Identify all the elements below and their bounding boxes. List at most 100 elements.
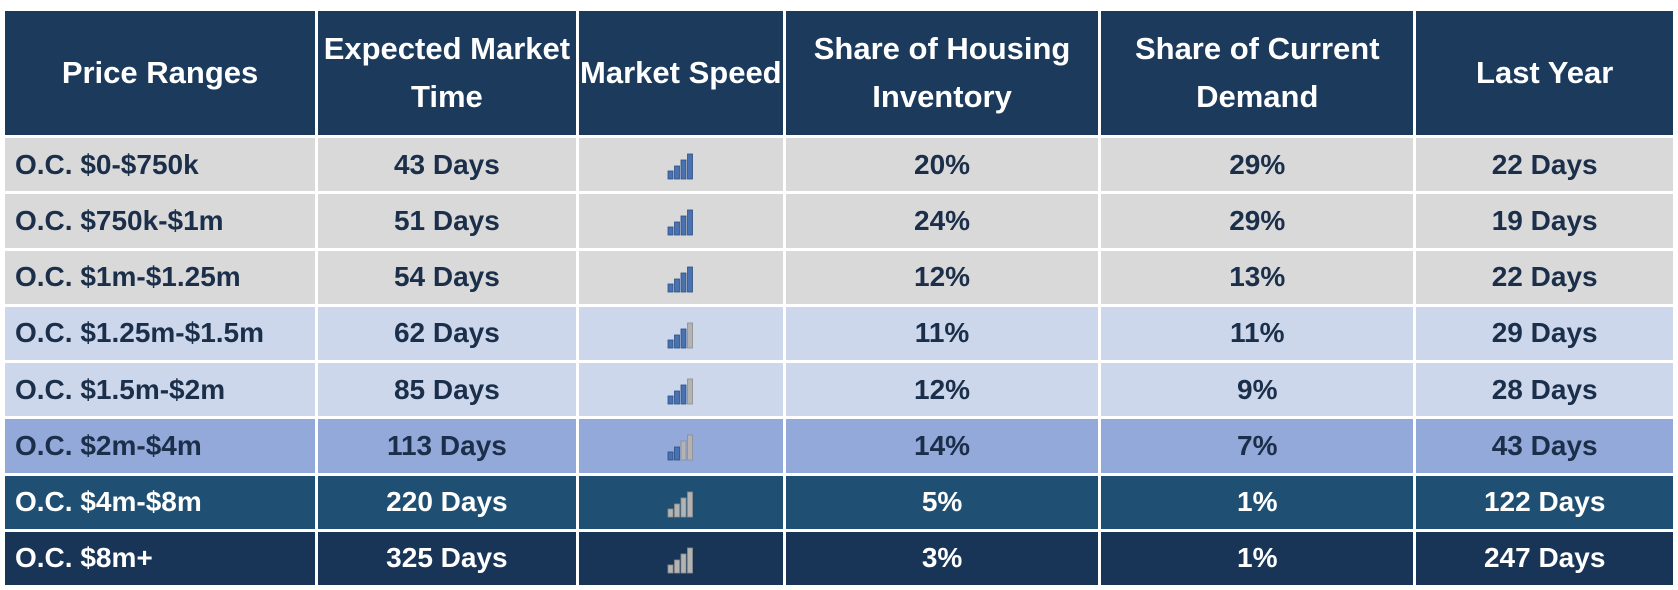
speed-bar — [680, 441, 687, 461]
market-table-wrapper: Price Ranges Expected Market Time Market… — [2, 8, 1676, 588]
market-speed-cell — [578, 306, 783, 360]
last-year-cell: 43 Days — [1416, 419, 1673, 473]
speed-bar — [673, 503, 680, 518]
speed-bar — [673, 390, 680, 405]
speed-bar — [667, 339, 674, 349]
signal-strength-icon — [667, 208, 695, 236]
price-range-cell: O.C. $750k-$1m — [5, 194, 316, 248]
market-time-cell: 62 Days — [318, 306, 576, 360]
price-range-cell: O.C. $1.25m-$1.5m — [5, 306, 316, 360]
last-year-cell: 122 Days — [1416, 475, 1673, 529]
inventory-share-cell: 3% — [785, 531, 1099, 585]
table-row: O.C. $8m+ 325 Days 3% 1% 247 Days — [5, 531, 1673, 585]
price-range-cell: O.C. $2m-$4m — [5, 419, 316, 473]
signal-strength-icon — [667, 546, 695, 574]
speed-bar — [686, 491, 693, 518]
market-speed-cell — [578, 419, 783, 473]
signal-strength-icon — [667, 152, 695, 180]
price-range-cell: O.C. $4m-$8m — [5, 475, 316, 529]
speed-bar — [680, 216, 687, 236]
speed-bar — [667, 283, 674, 293]
market-time-cell: 51 Days — [318, 194, 576, 248]
inventory-share-cell: 12% — [785, 250, 1099, 304]
price-range-cell: O.C. $0-$750k — [5, 138, 316, 192]
header-share-of-housing-inventory: Share of Housing Inventory — [785, 11, 1099, 135]
signal-strength-icon — [667, 433, 695, 461]
speed-bar — [680, 497, 687, 518]
market-time-cell: 54 Days — [318, 250, 576, 304]
last-year-cell: 28 Days — [1416, 363, 1673, 417]
header-price-ranges: Price Ranges — [5, 11, 316, 135]
header-row: Price Ranges Expected Market Time Market… — [5, 11, 1673, 135]
speed-bar — [673, 334, 680, 349]
demand-share-cell: 1% — [1101, 531, 1414, 585]
inventory-share-cell: 12% — [785, 363, 1099, 417]
demand-share-cell: 13% — [1101, 250, 1414, 304]
market-time-cell: 43 Days — [318, 138, 576, 192]
speed-bar — [680, 159, 687, 180]
signal-strength-icon — [667, 265, 695, 293]
speed-bar — [667, 170, 674, 180]
speed-bar — [686, 266, 693, 293]
last-year-cell: 19 Days — [1416, 194, 1673, 248]
market-time-cell: 220 Days — [318, 475, 576, 529]
header-market-speed: Market Speed — [578, 11, 783, 135]
inventory-share-cell: 5% — [785, 475, 1099, 529]
inventory-share-cell: 24% — [785, 194, 1099, 248]
last-year-cell: 22 Days — [1416, 250, 1673, 304]
price-range-cell: O.C. $1.5m-$2m — [5, 363, 316, 417]
inventory-share-cell: 11% — [785, 306, 1099, 360]
table-body: O.C. $0-$750k 43 Days 20% 29% 22 Days O.C. $7… — [5, 138, 1673, 585]
table-row: O.C. $1m-$1.25m 54 Days 12% 13% 22 Days — [5, 250, 1673, 304]
speed-bar — [680, 272, 687, 293]
speed-bar — [673, 165, 680, 180]
price-range-cell: O.C. $8m+ — [5, 531, 316, 585]
demand-share-cell: 1% — [1101, 475, 1414, 529]
market-time-cell: 325 Days — [318, 531, 576, 585]
speed-bar — [667, 395, 674, 405]
demand-share-cell: 9% — [1101, 363, 1414, 417]
market-speed-cell — [578, 250, 783, 304]
speed-bar — [680, 328, 687, 349]
speed-bar — [673, 447, 680, 461]
header-share-of-current-demand: Share of Current Demand — [1101, 11, 1414, 135]
table-row: O.C. $750k-$1m 51 Days 24% 29% 19 Days — [5, 194, 1673, 248]
speed-bar — [680, 384, 687, 405]
header-last-year: Last Year — [1416, 11, 1673, 135]
table-row: O.C. $2m-$4m 113 Days 14% 7% 43 Days — [5, 419, 1673, 473]
price-range-cell: O.C. $1m-$1.25m — [5, 250, 316, 304]
demand-share-cell: 11% — [1101, 306, 1414, 360]
header-expected-market-time: Expected Market Time — [318, 11, 576, 135]
signal-strength-icon — [667, 321, 695, 349]
inventory-share-cell: 20% — [785, 138, 1099, 192]
table-row: O.C. $4m-$8m 220 Days 5% 1% 122 Days — [5, 475, 1673, 529]
speed-bar — [680, 553, 687, 574]
signal-strength-icon — [667, 490, 695, 518]
speed-bar — [667, 227, 674, 236]
speed-bar — [667, 564, 674, 574]
market-speed-cell — [578, 475, 783, 529]
table-row: O.C. $1.25m-$1.5m 62 Days 11% 11% 29 Days — [5, 306, 1673, 360]
speed-bar — [667, 452, 674, 461]
market-table: Price Ranges Expected Market Time Market… — [2, 8, 1676, 588]
demand-share-cell: 29% — [1101, 194, 1414, 248]
speed-bar — [673, 222, 680, 236]
market-time-cell: 113 Days — [318, 419, 576, 473]
market-speed-cell — [578, 531, 783, 585]
demand-share-cell: 7% — [1101, 419, 1414, 473]
speed-bar — [686, 153, 693, 180]
speed-bar — [673, 278, 680, 293]
speed-bar — [673, 559, 680, 574]
table-row: O.C. $1.5m-$2m 85 Days 12% 9% 28 Days — [5, 363, 1673, 417]
last-year-cell: 247 Days — [1416, 531, 1673, 585]
market-time-cell: 85 Days — [318, 363, 576, 417]
market-speed-cell — [578, 363, 783, 417]
speed-bar — [686, 210, 693, 236]
speed-bar — [686, 435, 693, 461]
market-speed-cell — [578, 138, 783, 192]
speed-bar — [667, 508, 674, 518]
market-speed-cell — [578, 194, 783, 248]
speed-bar — [686, 378, 693, 405]
inventory-share-cell: 14% — [785, 419, 1099, 473]
speed-bar — [686, 322, 693, 349]
